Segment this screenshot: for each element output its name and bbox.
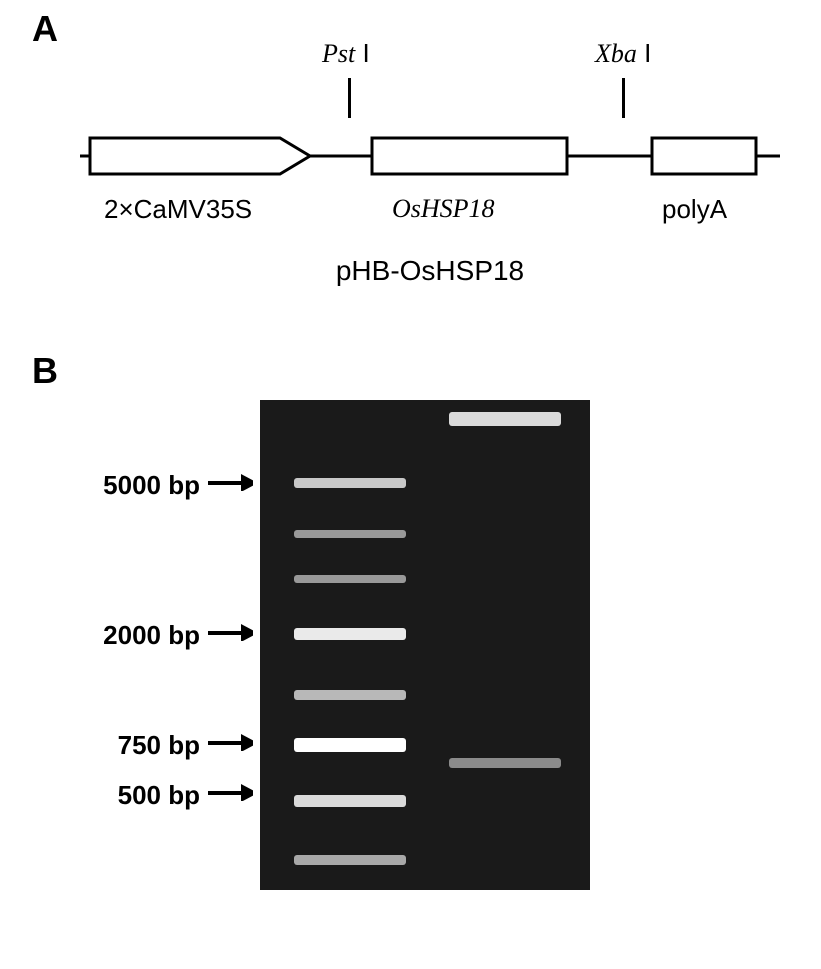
size-label-2000: 2000 bp <box>40 620 200 651</box>
arrow-500 <box>208 781 253 801</box>
panel-a-label: A <box>32 8 58 50</box>
construct-title: pHB-OsHSP18 <box>80 255 780 287</box>
panel-b-gel: 5000 bp 2000 bp 750 bp 500 bp <box>40 380 780 940</box>
promoter-label: 2×CaMV35S <box>104 194 252 225</box>
size-label-5000: 5000 bp <box>40 470 200 501</box>
gel-container <box>260 400 590 890</box>
gel-band <box>294 628 406 640</box>
enzyme-xba-label: Xba I <box>595 38 651 69</box>
gel-lane-sample <box>435 400 575 890</box>
enzyme-pst-tick <box>348 78 351 118</box>
enzyme-pst-name: Pst <box>322 39 355 68</box>
gel-band <box>294 690 406 700</box>
gel-band <box>294 795 406 807</box>
size-label-500: 500 bp <box>40 780 200 811</box>
enzyme-pst-suffix: I <box>355 38 369 68</box>
gel-band <box>294 530 406 538</box>
arrow-750 <box>208 731 253 751</box>
enzyme-xba-tick <box>622 78 625 118</box>
gel-band <box>449 758 561 768</box>
size-label-750: 750 bp <box>40 730 200 761</box>
arrow-5000 <box>208 471 253 491</box>
gel-band <box>294 478 406 488</box>
construct-svg <box>80 118 780 198</box>
enzyme-xba-suffix: I <box>637 38 651 68</box>
enzyme-xba-name: Xba <box>595 39 637 68</box>
gene-label: OsHSP18 <box>392 194 495 224</box>
gel-band <box>449 412 561 426</box>
gel-band <box>294 855 406 865</box>
panel-a-construct: Pst I Xba I 2×CaMV35S OsHSP18 polyA pHB-… <box>80 30 780 310</box>
gel-lane-ladder <box>280 400 420 890</box>
gel-band <box>294 575 406 583</box>
polya-label: polyA <box>662 194 727 225</box>
enzyme-pst-label: Pst I <box>322 38 370 69</box>
gel-band <box>294 738 406 752</box>
arrow-2000 <box>208 621 253 641</box>
